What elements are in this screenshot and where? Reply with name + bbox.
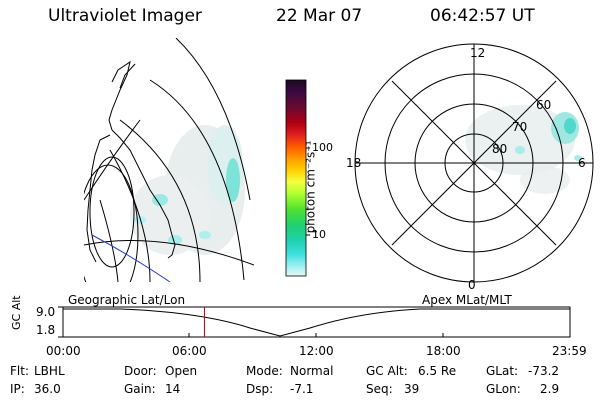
geographic-map-label: Geographic Lat/Lon [68, 293, 186, 307]
gain-label: Gain: [124, 382, 156, 396]
satellite-track [91, 234, 171, 282]
image-date: 22 Mar 07 [276, 6, 363, 26]
timeline-xtick: 00:00 [46, 344, 81, 358]
filter-label: Flt: [10, 364, 29, 378]
apex-map-label: Apex MLat/MLT [422, 293, 512, 307]
timeline-xtick: 18:00 [426, 344, 461, 358]
image-time: 06:42:57 UT [430, 6, 535, 26]
seq-label: Seq: [366, 382, 393, 396]
glat-value: -73.2 [528, 364, 560, 378]
timeline-ylabel: GC Alt [10, 295, 23, 330]
timeline-ytick-max: 9.0 [36, 305, 56, 319]
auroral-emission-left [130, 125, 245, 255]
gc-alt-label: GC Alt: [366, 364, 408, 378]
mlat-label-60: 60 [536, 98, 552, 112]
mode-label: Mode: [246, 364, 283, 378]
auroral-emission-right [465, 105, 582, 194]
glon-value: 2.9 [540, 382, 560, 396]
mlt-label-0: 0 [468, 278, 476, 292]
glon-label: GLon: [486, 382, 521, 396]
mlat-label-70: 70 [512, 120, 528, 134]
glat-label: GLat: [486, 364, 519, 378]
door-label: Door: [124, 364, 157, 378]
mode-value: Normal [290, 364, 334, 378]
mlat-label-80: 80 [492, 142, 508, 156]
timeline-ytick-min: 1.8 [36, 323, 56, 337]
colorbar [285, 79, 310, 277]
colorbar-tick-100: 100 [312, 141, 333, 154]
timeline-xtick: 23:59 [552, 344, 587, 358]
mlt-label-12: 12 [470, 46, 486, 60]
seq-value: 39 [404, 382, 420, 396]
door-value: Open [165, 364, 198, 378]
mlt-label-18: 18 [346, 156, 362, 170]
ip-label: IP: [10, 382, 25, 396]
timeline-xtick: 06:00 [172, 344, 207, 358]
ip-value: 36.0 [34, 382, 61, 396]
gc-altitude-curve [63, 308, 570, 337]
gc-alt-value: 6.5 Re [418, 364, 457, 378]
filter-value: LBHL [34, 364, 65, 378]
dsp-value: -7.1 [290, 382, 314, 396]
timeline-xtick: 12:00 [299, 344, 334, 358]
colorbar-unit-label: photon cm⁻²s⁻¹ [303, 140, 318, 234]
gain-value: 14 [165, 382, 181, 396]
colorbar-tick-10: 10 [312, 228, 326, 241]
mlt-label-6: 6 [578, 156, 586, 170]
dsp-label: Dsp: [246, 382, 274, 396]
instrument-title: Ultraviolet Imager [48, 6, 202, 26]
